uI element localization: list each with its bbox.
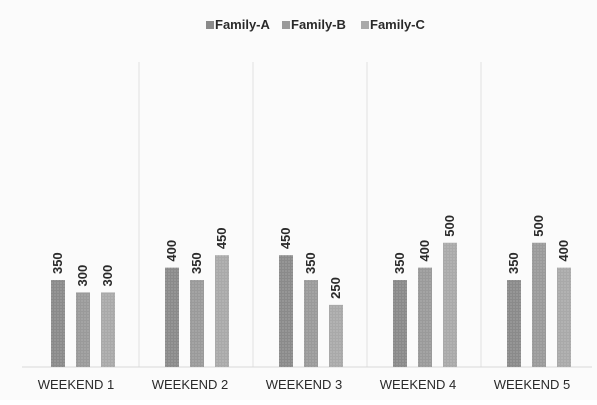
legend: Family-A Family-B Family-C — [206, 17, 426, 32]
data-label: 350 — [392, 252, 407, 274]
data-label: 500 — [442, 215, 457, 237]
legend-label: Family-C — [370, 17, 426, 32]
legend-label: Family-A — [215, 17, 271, 32]
bar-texture — [418, 267, 432, 367]
x-axis: WEEKEND 1 WEEKEND 2 WEEKEND 3 WEEKEND 4 WEEK… — [38, 377, 571, 392]
bar-texture — [279, 255, 293, 367]
bar-texture — [393, 280, 407, 367]
legend-swatch — [206, 21, 214, 29]
data-label: 500 — [531, 215, 546, 237]
legend-label: Family-B — [291, 17, 346, 32]
bar-texture — [76, 292, 90, 367]
x-tick-label: WEEKEND 3 — [266, 377, 343, 392]
plot-area: 350 300 300 400 350 450 450 350 250 350 400 500 350 5… — [22, 62, 592, 368]
data-label: 400 — [417, 240, 432, 262]
x-tick-label: WEEKEND 4 — [380, 377, 457, 392]
bar-texture — [557, 267, 571, 367]
bar-texture — [165, 267, 179, 367]
data-label: 300 — [100, 265, 115, 287]
legend-swatch — [282, 21, 290, 29]
data-label: 450 — [214, 227, 229, 249]
data-label: 350 — [303, 252, 318, 274]
data-label: 350 — [50, 252, 65, 274]
data-label: 400 — [556, 240, 571, 262]
bar-texture — [443, 242, 457, 367]
bar-texture — [215, 255, 229, 367]
bar-texture — [101, 292, 115, 367]
data-label: 250 — [328, 277, 343, 299]
legend-swatch — [361, 21, 369, 29]
bar-texture — [304, 280, 318, 367]
bar-texture — [532, 242, 546, 367]
bar-texture — [507, 280, 521, 367]
data-label: 300 — [75, 265, 90, 287]
bar-texture — [329, 304, 343, 367]
x-tick-label: WEEKEND 2 — [152, 377, 229, 392]
bar-texture — [190, 280, 204, 367]
data-label: 350 — [506, 252, 521, 274]
bar-texture — [51, 280, 65, 367]
data-label: 450 — [278, 227, 293, 249]
data-label: 400 — [164, 240, 179, 262]
data-label: 350 — [189, 252, 204, 274]
x-tick-label: WEEKEND 1 — [38, 377, 115, 392]
x-tick-label: WEEKEND 5 — [494, 377, 571, 392]
